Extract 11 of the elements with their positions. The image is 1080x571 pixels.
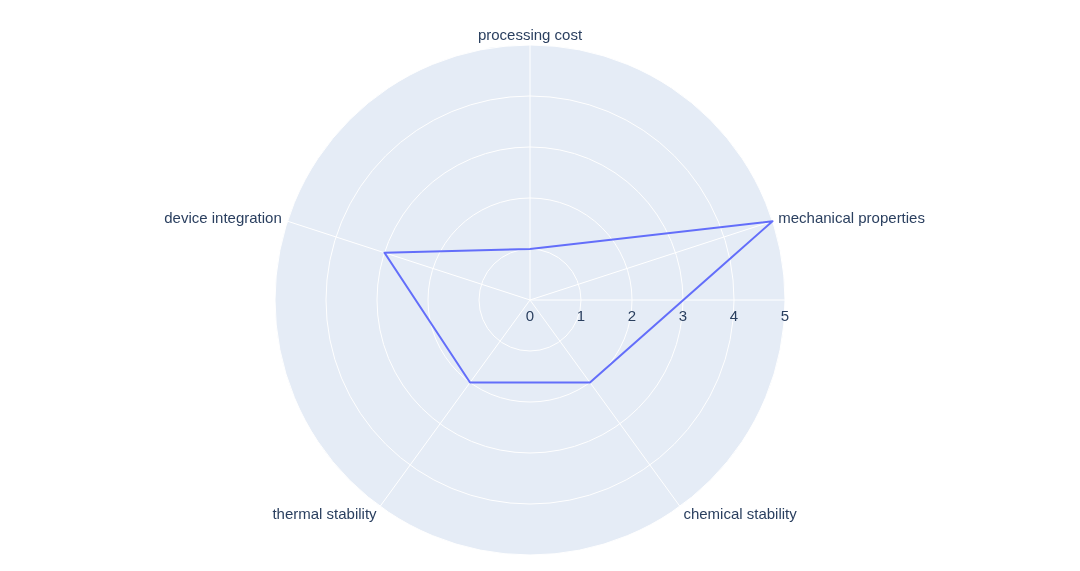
- y-tick-label: 0: [525, 307, 535, 324]
- spoke-label: device integration: [164, 209, 282, 227]
- spoke-label: thermal stability: [272, 505, 378, 523]
- spoke-label: mechanical properties: [778, 209, 925, 227]
- y-tick-label: 3: [678, 307, 688, 324]
- y-tick-label: 5: [780, 307, 790, 324]
- spoke-label: processing cost: [477, 26, 583, 43]
- spoke-label: chemical stability: [683, 505, 798, 523]
- y-tick-label: 1: [576, 307, 586, 324]
- y-tick-label: 4: [729, 307, 739, 324]
- y-tick-label: 2: [627, 307, 637, 324]
